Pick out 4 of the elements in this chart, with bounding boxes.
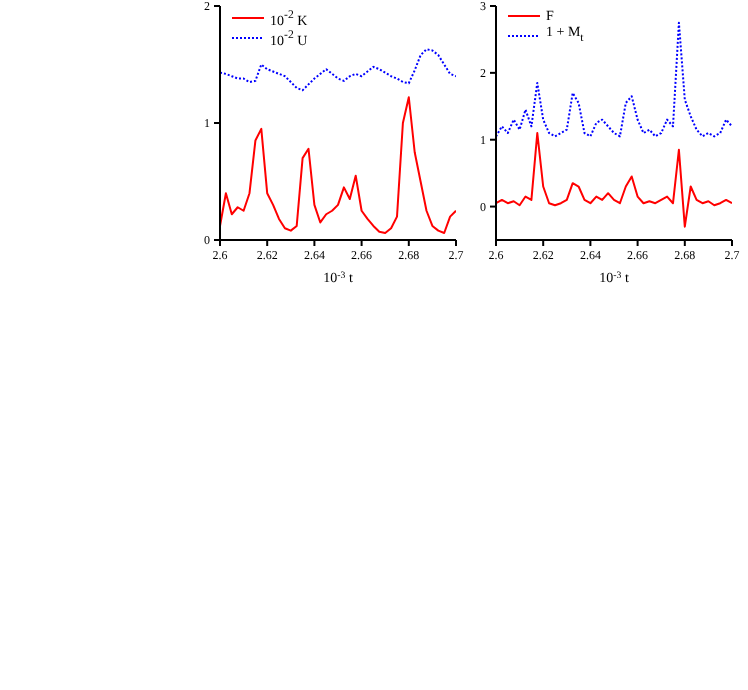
line-series xyxy=(496,132,732,228)
line-series xyxy=(220,48,456,92)
line-series xyxy=(496,21,732,138)
line-series xyxy=(220,96,456,234)
